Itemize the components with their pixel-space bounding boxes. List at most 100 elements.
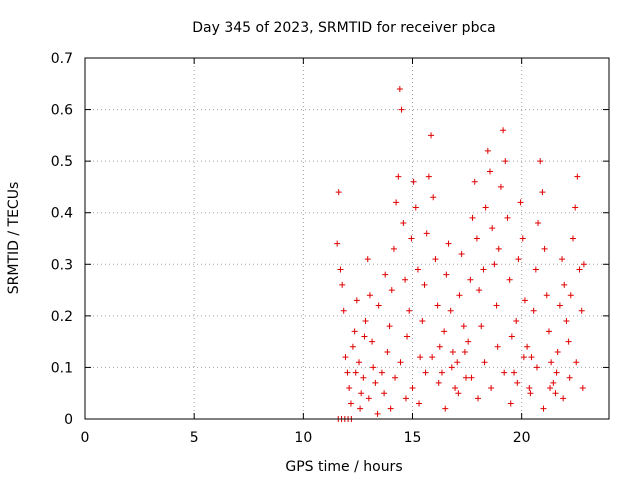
data-point <box>410 178 417 185</box>
data-point <box>506 276 513 283</box>
data-point <box>447 307 454 314</box>
data-point <box>362 318 369 325</box>
data-point <box>432 256 439 263</box>
data-point <box>494 343 501 350</box>
data-point <box>495 245 502 252</box>
data-point <box>576 266 583 273</box>
plot-frame <box>84 57 610 420</box>
y-tick-label: 0.4 <box>51 206 73 222</box>
data-point <box>441 328 448 335</box>
data-point <box>393 199 400 206</box>
data-point <box>434 302 441 309</box>
data-point <box>402 395 409 402</box>
data-point <box>507 400 514 407</box>
data-point <box>366 292 373 299</box>
data-point <box>361 333 368 340</box>
data-point <box>386 323 393 330</box>
x-tick-label: 5 <box>190 430 199 446</box>
data-point <box>454 359 461 366</box>
data-point <box>573 359 580 366</box>
data-point <box>481 359 488 366</box>
data-point <box>346 385 353 392</box>
x-tick-label: 20 <box>513 430 531 446</box>
data-point <box>347 400 354 407</box>
data-point <box>478 323 485 330</box>
data-point <box>382 271 389 278</box>
data-point <box>550 379 557 386</box>
data-point <box>491 261 498 268</box>
x-tick-label: 10 <box>294 430 312 446</box>
data-point <box>527 390 534 397</box>
data-point <box>435 379 442 386</box>
data-point <box>456 292 463 299</box>
data-point <box>428 132 435 139</box>
data-point <box>400 220 407 227</box>
data-point <box>545 328 552 335</box>
data-point <box>567 292 574 299</box>
data-point <box>541 245 548 252</box>
data-point <box>384 348 391 355</box>
data-point <box>533 364 540 371</box>
data-point <box>539 189 546 196</box>
data-point <box>335 189 342 196</box>
data-point <box>351 328 358 335</box>
data-point <box>448 364 455 371</box>
data-point <box>517 199 524 206</box>
data-point <box>500 127 507 134</box>
data-point <box>519 235 526 242</box>
data-point <box>342 354 349 361</box>
data-point <box>402 276 409 283</box>
data-point <box>460 323 467 330</box>
data-point <box>484 147 491 154</box>
y-tick-label: 0.1 <box>51 360 73 376</box>
data-point <box>372 379 379 386</box>
data-point <box>358 390 365 397</box>
data-point <box>480 266 487 273</box>
data-point <box>392 374 399 381</box>
data-point <box>553 369 560 376</box>
data-point <box>468 374 475 381</box>
data-point <box>530 307 537 314</box>
y-tick-label: 0.2 <box>51 309 73 325</box>
data-point <box>387 405 394 412</box>
data-points <box>334 85 587 422</box>
x-tick-label: 15 <box>404 430 422 446</box>
data-point <box>430 194 437 201</box>
grid <box>85 58 609 419</box>
tick-labels: 0 5 10 15 20 0 0.1 0.2 0.3 0.4 0.5 0.6 0.7 <box>51 51 531 446</box>
x-tick-label: 0 <box>81 430 90 446</box>
data-point <box>397 359 404 366</box>
data-point <box>443 271 450 278</box>
data-point <box>388 287 395 294</box>
data-point <box>356 359 363 366</box>
data-point <box>566 374 573 381</box>
data-point <box>469 214 476 221</box>
data-point <box>476 287 483 294</box>
data-point <box>471 178 478 185</box>
data-point <box>458 250 465 257</box>
data-point <box>521 297 528 304</box>
data-point <box>408 235 415 242</box>
data-point <box>561 281 568 288</box>
data-point <box>396 85 403 92</box>
data-point <box>352 369 359 376</box>
data-point <box>563 318 570 325</box>
data-point <box>452 385 459 392</box>
data-point <box>514 379 521 386</box>
data-point <box>375 302 382 309</box>
data-point <box>528 354 535 361</box>
data-point <box>455 390 462 397</box>
data-point <box>574 173 581 180</box>
data-point <box>360 374 367 381</box>
data-point <box>526 385 533 392</box>
data-point <box>339 281 346 288</box>
data-point <box>374 410 381 417</box>
data-point <box>511 369 518 376</box>
data-point <box>404 333 411 340</box>
data-point <box>419 318 426 325</box>
data-point <box>473 235 480 242</box>
x-axis-label: GPS time / hours <box>285 459 402 475</box>
data-point <box>475 395 481 402</box>
data-point <box>370 364 377 371</box>
